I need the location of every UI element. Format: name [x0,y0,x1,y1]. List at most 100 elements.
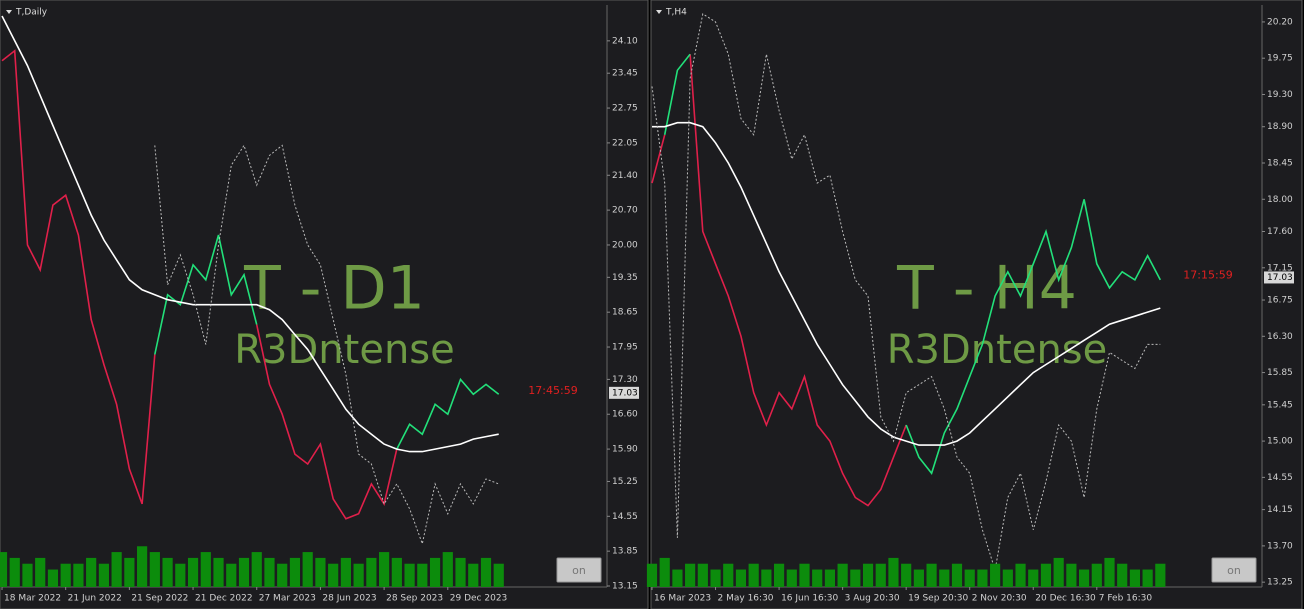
volume-bar [417,563,428,587]
volume-bar [901,563,912,587]
on-button[interactable] [556,557,602,583]
countdown-timer: 17:45:59 [528,384,577,397]
volume-bar [850,569,861,587]
y-tick-label: 20.70 [612,206,638,216]
volume-bar [137,546,148,587]
volume-bar [824,569,835,587]
volume-bar [1091,563,1102,587]
volume-bar [366,557,377,587]
volume-bar [162,557,173,587]
volume-bar [302,552,313,587]
volume-bar [328,563,339,587]
volume-bar [391,557,402,587]
y-tick-label: 20.20 [1267,17,1293,27]
y-tick-label: 17.95 [612,343,638,353]
volume-bar [1079,569,1090,587]
volume-bar [0,552,8,587]
volume-bar [977,569,988,587]
volume-bar [646,563,658,587]
volume-bar [429,557,441,587]
volume-bar [735,569,747,587]
volume-bar [1129,569,1140,587]
volume-bar [672,569,683,587]
y-tick-label: 18.45 [1267,158,1293,168]
x-tick-label: 29 Dec 2023 [450,594,508,604]
x-tick-label: 19 Sep 20:30 [908,594,968,604]
y-tick-label: 18.90 [1267,122,1293,132]
x-tick-label: 21 Sep 2022 [131,594,188,604]
volume-bar [187,557,199,587]
volume-bar [862,563,874,587]
volume-bar [1117,563,1128,587]
x-tick-label: 27 Mar 2023 [259,594,316,604]
y-tick-label: 15.85 [1267,368,1293,378]
y-tick-label: 19.35 [612,273,638,283]
x-tick-label: 21 Dec 2022 [195,594,253,604]
y-tick-label: 16.75 [1267,296,1293,306]
volume-bar [1040,563,1052,587]
volume-bar [659,557,670,587]
volume-bar [289,557,301,587]
y-tick-label: 13.70 [1267,541,1293,551]
price-label-box [609,386,639,399]
x-tick-label: 2 Nov 20:30 [972,594,1027,604]
volume-bar [480,557,492,587]
x-tick-label: 20 Dec 16:30 [1035,594,1096,604]
volume-bar [761,569,772,587]
volume-bar [1104,557,1115,587]
volume-bar [238,557,250,587]
volume-bar [353,563,364,587]
title-arrow [656,10,662,14]
x-tick-label: 7 Feb 16:30 [1099,594,1153,604]
watermark: T - D1 [243,254,425,324]
volume-bar [685,563,696,587]
watermark-subtitle: R3Dntense [234,327,455,373]
y-tick-label: 24.10 [612,36,638,46]
on-button[interactable] [1211,557,1257,583]
y-tick-label: 15.90 [612,445,638,455]
volume-bar [277,563,288,587]
x-tick-label: 18 Mar 2022 [4,594,61,604]
x-tick-label: 28 Sep 2023 [386,594,443,604]
volume-bar [964,569,975,587]
price-label: 17.03 [612,388,638,398]
volume-bar [251,552,262,587]
x-tick-label: 3 Aug 20:30 [845,594,900,604]
x-tick-label: 16 Mar 2023 [654,594,711,604]
x-tick-label: 16 Jun 16:30 [781,594,838,604]
volume-bar [442,552,453,587]
volume-bar [149,552,160,587]
volume-bar [1002,569,1013,587]
y-tick-label: 19.30 [1267,90,1293,100]
volume-bar [73,563,84,587]
y-tick-label: 15.45 [1267,400,1293,410]
panel-left [0,0,649,609]
volume-bar [1015,563,1026,587]
on-button-label[interactable]: on [1227,564,1241,577]
x-tick-label: 21 Jun 2022 [68,594,122,604]
volume-bar [200,552,211,587]
volume-bar [60,563,71,587]
volume-bar [1155,563,1166,587]
watermark-subtitle: R3Dntense [887,327,1108,373]
band-line [154,144,499,546]
volume-bar [1142,569,1153,587]
y-tick-label: 21.40 [612,171,638,181]
countdown-timer: 17:15:59 [1183,268,1232,281]
price-line [652,121,1161,446]
on-button-label[interactable]: on [572,564,586,577]
volume-bar [86,557,97,587]
chart-title: T,Daily [15,8,48,18]
price-line [651,54,907,507]
y-tick-label: 15.25 [612,477,638,487]
y-tick-label: 23.45 [612,69,638,79]
volume-bar [913,569,924,587]
volume-bar [799,563,810,587]
volume-bar [35,557,46,587]
volume-bar [22,563,33,587]
volume-bar [1053,557,1064,587]
y-tick-label: 15.00 [1267,437,1293,447]
y-tick-label: 17.30 [612,375,638,385]
